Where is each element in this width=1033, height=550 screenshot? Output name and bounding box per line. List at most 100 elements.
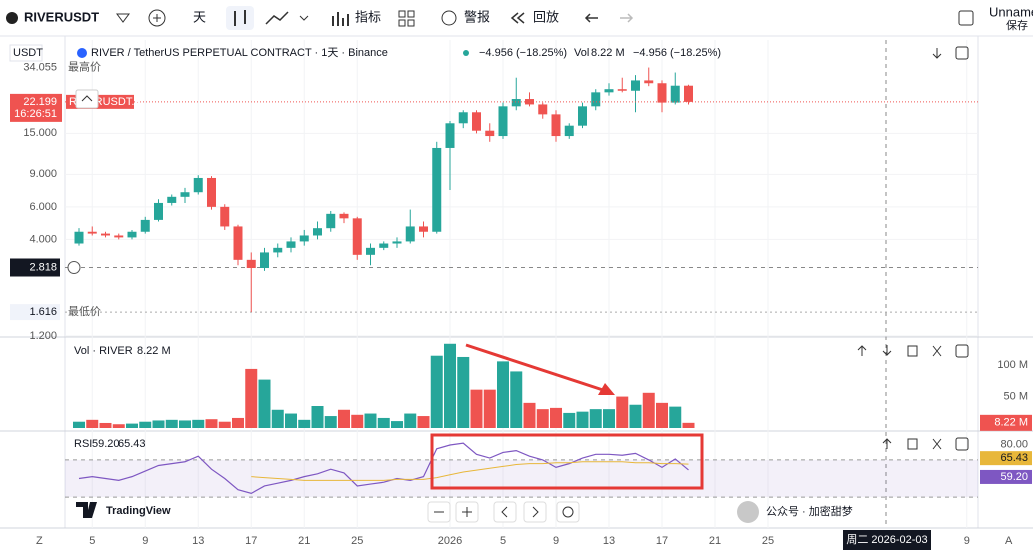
frame bbox=[0, 36, 1033, 529]
delete[interactable] bbox=[907, 438, 918, 450]
last-price: 22.199 bbox=[23, 96, 57, 108]
delete[interactable] bbox=[907, 345, 918, 357]
indicators[interactable]: 指标 bbox=[355, 9, 381, 24]
coin-logo bbox=[77, 48, 87, 58]
candle-body bbox=[366, 247, 375, 255]
y-tick-label: 1.200 bbox=[29, 330, 57, 342]
tv-logo-mark bbox=[76, 502, 97, 518]
alert[interactable]: 警报 bbox=[464, 9, 490, 24]
candle-body bbox=[458, 112, 468, 124]
change-repeat: −4.956 (−18.25%) bbox=[633, 47, 721, 59]
undo[interactable] bbox=[584, 13, 598, 23]
save[interactable]: 保存 bbox=[1006, 18, 1028, 32]
volume-bar bbox=[192, 419, 205, 428]
logo: TradingView bbox=[106, 505, 171, 517]
x-tick-label: 5 bbox=[500, 535, 506, 547]
corner-right[interactable]: A bbox=[1005, 535, 1013, 547]
candle-body bbox=[657, 83, 667, 103]
move-down[interactable] bbox=[882, 345, 892, 356]
corner-left[interactable]: Z bbox=[36, 535, 43, 547]
move-up[interactable] bbox=[857, 345, 867, 356]
candle-type-button[interactable] bbox=[226, 6, 254, 30]
candle-body bbox=[246, 259, 256, 269]
candle-body bbox=[180, 192, 190, 197]
candle-body bbox=[604, 89, 614, 93]
candle-body bbox=[591, 92, 601, 107]
layout-icon[interactable] bbox=[398, 10, 406, 18]
pane-down[interactable] bbox=[932, 48, 942, 59]
volume-bar bbox=[311, 406, 324, 428]
chevron[interactable] bbox=[299, 15, 309, 21]
collapse[interactable] bbox=[932, 345, 942, 357]
scroll-left[interactable] bbox=[493, 501, 517, 523]
wechat-icon bbox=[737, 501, 759, 523]
maximize[interactable] bbox=[955, 344, 969, 358]
line-type-icon[interactable] bbox=[265, 11, 289, 25]
volume-bar bbox=[351, 414, 364, 428]
candle-body bbox=[564, 125, 574, 137]
volume-last: 8.22 M bbox=[994, 417, 1028, 429]
volume-bar bbox=[73, 421, 85, 428]
replay[interactable]: 回放 bbox=[533, 9, 559, 24]
x-tick-label: 21 bbox=[709, 535, 721, 547]
volume-bar bbox=[218, 421, 231, 428]
y-tick-label: 100 M bbox=[997, 359, 1028, 371]
volume-bar bbox=[603, 409, 615, 428]
candle-body bbox=[392, 241, 402, 244]
pane-maximize[interactable] bbox=[955, 46, 969, 60]
volume-bar bbox=[404, 413, 417, 428]
fullscreen[interactable] bbox=[958, 10, 974, 26]
lowest-label: 最低价 bbox=[68, 305, 101, 318]
scroll-right[interactable] bbox=[523, 501, 547, 523]
rsi-last: 65.43 bbox=[1000, 452, 1028, 464]
layout-icon bbox=[407, 19, 415, 27]
reset[interactable] bbox=[556, 501, 580, 523]
add-symbol[interactable] bbox=[148, 9, 166, 27]
candle-body bbox=[511, 99, 521, 107]
vol-value: 8.22 M bbox=[591, 47, 625, 59]
layout-icon bbox=[398, 19, 406, 27]
symbol[interactable]: RIVERUSDT bbox=[24, 9, 99, 24]
x-tick-label: 25 bbox=[351, 535, 363, 547]
candle-body bbox=[140, 219, 150, 232]
scroll-left-icon bbox=[501, 506, 508, 518]
volume-bar bbox=[470, 389, 483, 428]
candle-body bbox=[273, 247, 283, 253]
volume-bar bbox=[324, 416, 337, 428]
candle-body bbox=[207, 177, 216, 207]
rsi-last: 59.20 bbox=[1000, 471, 1028, 483]
volume-bar bbox=[285, 413, 297, 428]
candle-body bbox=[299, 235, 309, 242]
diamond-icon[interactable] bbox=[116, 13, 130, 23]
x-tick-label: 17 bbox=[245, 535, 257, 547]
candle-body bbox=[472, 112, 481, 131]
alert-icon bbox=[441, 10, 457, 26]
volume-bar bbox=[179, 420, 191, 428]
candle-body bbox=[617, 89, 627, 91]
candle-body bbox=[578, 106, 587, 126]
y-tick-label: 50 M bbox=[1004, 390, 1028, 402]
highest-label: 最高价 bbox=[68, 59, 101, 73]
zoom-in-icon bbox=[462, 507, 472, 517]
move-up[interactable] bbox=[882, 438, 892, 449]
volume-bar bbox=[589, 409, 602, 428]
candle-body bbox=[445, 123, 455, 148]
volume-bar bbox=[430, 355, 443, 428]
redo[interactable] bbox=[620, 13, 634, 23]
reset-icon bbox=[562, 506, 574, 518]
volume-bar bbox=[377, 417, 390, 428]
pane-buttons bbox=[857, 344, 969, 451]
collapse-button[interactable] bbox=[75, 89, 99, 109]
collapse[interactable] bbox=[932, 438, 942, 450]
replay-icon bbox=[510, 12, 525, 24]
volume-bar bbox=[576, 411, 589, 428]
maximize[interactable] bbox=[955, 437, 969, 451]
vol-label: Vol bbox=[574, 47, 589, 59]
interval[interactable]: 天 bbox=[193, 9, 206, 24]
layout-name[interactable]: Unname bbox=[989, 4, 1033, 19]
rsi-line bbox=[78, 442, 689, 495]
layout-icon bbox=[407, 10, 415, 18]
volume-bar bbox=[629, 404, 642, 428]
x-tick-label: 21 bbox=[298, 535, 310, 547]
